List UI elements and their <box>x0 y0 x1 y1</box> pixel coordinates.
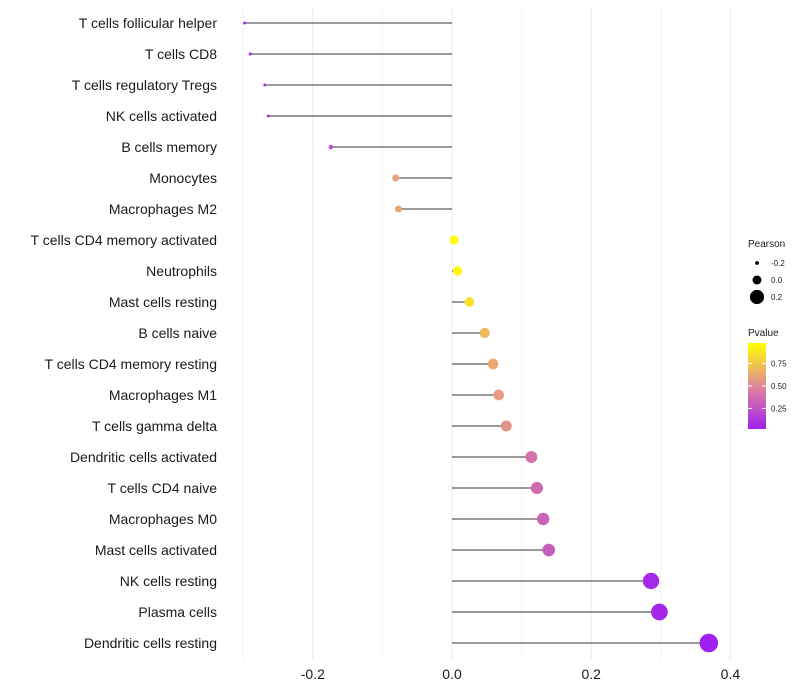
legend: Pearson -0.2 0.0 0.2 Pvalue 0.75 0.50 0.25 <box>748 239 787 429</box>
lollipop-point <box>266 114 270 118</box>
category-label: Monocytes <box>149 170 217 186</box>
lollipop-point <box>479 327 490 339</box>
category-label: NK cells resting <box>120 573 217 589</box>
lollipop-point <box>263 83 267 87</box>
x-tick-label: 0.2 <box>581 666 601 682</box>
lollipop-point <box>642 572 660 590</box>
lollipop-point <box>464 297 475 307</box>
pvalue-colorbar-ticks: 0.75 0.50 0.25 <box>748 360 787 413</box>
lollipop-point <box>243 21 247 25</box>
color-legend-title: Pvalue <box>748 328 779 339</box>
lollipop-points <box>243 21 719 653</box>
colorbar-tick-label: 0.50 <box>771 382 787 391</box>
category-label: NK cells activated <box>106 108 217 124</box>
category-label: Dendritic cells activated <box>70 449 217 465</box>
category-label: Plasma cells <box>138 604 217 620</box>
size-legend-dot <box>752 275 762 285</box>
lollipop-point <box>487 358 499 370</box>
category-labels: T cells follicular helper T cells CD8 T ce… <box>31 15 218 651</box>
lollipop-point <box>392 174 400 182</box>
category-label: Macrophages M1 <box>109 387 217 403</box>
lollipop-point <box>530 481 543 495</box>
grid-lines <box>242 8 731 660</box>
category-label: Dendritic cells resting <box>84 635 217 651</box>
category-label: T cells follicular helper <box>79 15 218 31</box>
lollipop-point <box>699 633 719 653</box>
lollipop-point <box>651 603 668 621</box>
lollipop-point <box>452 266 463 276</box>
lollipop-point <box>248 52 252 56</box>
lollipop-point <box>536 512 550 526</box>
category-label: Neutrophils <box>146 263 217 279</box>
category-label: B cells naive <box>138 325 217 341</box>
lollipop-point <box>328 144 334 150</box>
category-label: T cells CD4 memory activated <box>31 232 217 248</box>
size-legend-label: 0.2 <box>771 293 783 302</box>
pvalue-colorbar <box>748 343 766 429</box>
category-label: Macrophages M0 <box>109 511 217 527</box>
colorbar-tick-label: 0.25 <box>771 404 787 413</box>
lollipop-point <box>500 420 512 432</box>
category-label: B cells memory <box>121 139 217 155</box>
category-label: T cells gamma delta <box>92 418 217 434</box>
lollipop-point <box>394 205 402 213</box>
x-tick-label: 0.0 <box>442 666 462 682</box>
lollipop-point <box>525 451 538 463</box>
lollipop-point <box>542 543 556 557</box>
category-label: T cells CD4 memory resting <box>45 356 217 372</box>
size-legend-entries: -0.2 0.0 0.2 <box>749 259 785 305</box>
category-label: Macrophages M2 <box>109 201 217 217</box>
lollipop-segments <box>244 22 709 644</box>
size-legend-dot <box>749 289 765 305</box>
size-legend-dot <box>755 261 759 265</box>
category-label: T cells regulatory Tregs <box>72 77 217 93</box>
category-label: T cells CD4 naive <box>108 480 218 496</box>
size-legend-label: 0.0 <box>771 276 783 285</box>
size-legend-label: -0.2 <box>771 259 785 268</box>
size-legend-title: Pearson <box>748 239 785 250</box>
category-label: T cells CD8 <box>145 46 217 62</box>
lollipop-point <box>493 389 505 401</box>
lollipop-point <box>449 235 459 245</box>
x-tick-label: 0.4 <box>721 666 741 682</box>
x-tick-labels: -0.2 0.0 0.2 0.4 <box>301 666 741 682</box>
colorbar-tick-label: 0.75 <box>771 360 787 369</box>
category-label: Mast cells activated <box>95 542 217 558</box>
category-label: Mast cells resting <box>109 294 217 310</box>
x-tick-label: -0.2 <box>301 666 325 682</box>
